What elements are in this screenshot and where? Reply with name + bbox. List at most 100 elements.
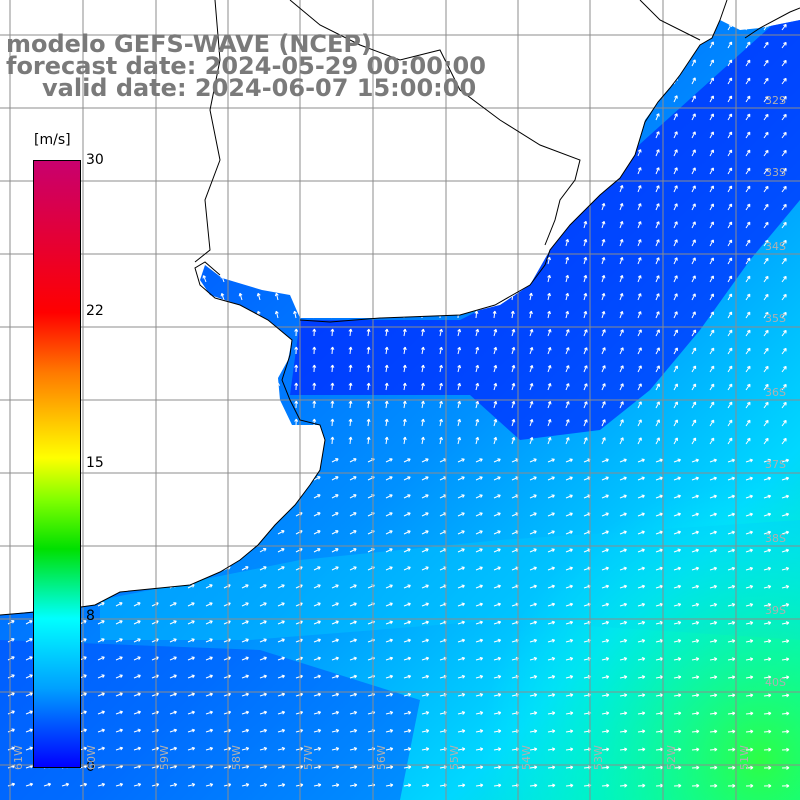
wind-arrow <box>709 711 718 716</box>
wind-arrow <box>187 692 195 697</box>
wind-arrow <box>745 401 751 409</box>
wind-arrow <box>727 657 736 662</box>
wind-arrow <box>727 729 736 734</box>
wind-arrow <box>763 530 772 535</box>
wind-arrow <box>763 167 769 175</box>
wind-arrow <box>475 674 484 679</box>
wind-arrow <box>115 674 123 679</box>
wind-arrow <box>475 436 480 445</box>
wind-arrow <box>529 419 534 427</box>
wind-arrow <box>331 494 339 499</box>
coastline <box>0 0 800 616</box>
wind-arrow <box>475 566 483 571</box>
wind-arrow <box>133 782 142 787</box>
wind-arrow <box>583 419 588 427</box>
wind-arrow <box>601 530 609 535</box>
wind-arrow <box>439 364 443 373</box>
wind-arrow <box>727 77 733 85</box>
wind-arrow <box>97 602 105 607</box>
wind-arrow <box>529 602 537 607</box>
wind-arrow <box>493 620 502 625</box>
wind-arrow <box>601 657 610 661</box>
wind-arrow <box>655 584 664 589</box>
wind-arrow <box>313 747 322 751</box>
wind-arrow <box>745 77 751 85</box>
wind-arrow <box>421 512 429 517</box>
lat-label: 32S <box>765 94 786 107</box>
wind-arrow <box>475 494 483 499</box>
wind-arrow <box>294 400 299 409</box>
wind-arrow <box>474 310 479 319</box>
wind-arrow <box>727 458 735 463</box>
wind-arrow <box>745 41 751 49</box>
wind-arrow <box>691 476 699 481</box>
wind-arrow <box>673 293 678 301</box>
wind-arrow <box>583 365 588 373</box>
wind-arrow <box>745 221 751 229</box>
wind-arrow <box>403 530 411 535</box>
wind-arrow <box>781 401 787 409</box>
wind-arrow <box>493 783 502 788</box>
wind-arrow <box>655 167 660 175</box>
wind-arrow <box>277 620 285 625</box>
wind-arrow <box>259 566 267 571</box>
wind-arrow <box>421 765 430 770</box>
wind-arrow <box>97 746 105 751</box>
wind-arrow <box>169 620 177 625</box>
wind-arrow <box>169 746 178 751</box>
wind-arrow <box>781 329 787 337</box>
wind-arrow <box>601 602 610 607</box>
wind-arrow <box>673 584 682 589</box>
wind-arrow <box>421 674 430 679</box>
wind-arrow <box>277 710 286 715</box>
wind-arrow <box>547 419 552 427</box>
wind-arrow <box>673 765 682 770</box>
wind-arrow <box>493 512 501 517</box>
lon-label: 61W <box>12 745 25 770</box>
wind-arrow <box>547 256 551 265</box>
wind-arrow <box>25 782 34 787</box>
wind-arrow <box>97 692 105 697</box>
wind-arrow <box>241 656 249 661</box>
wind-arrow <box>547 401 552 409</box>
wind-arrow <box>763 239 769 247</box>
wind-arrow <box>493 382 498 391</box>
wind-arrow <box>475 729 484 733</box>
wind-arrow <box>421 328 425 337</box>
wind-arrow <box>547 512 555 517</box>
wind-arrow <box>727 95 733 103</box>
wind-arrow <box>385 566 393 571</box>
wind-arrow <box>205 602 213 607</box>
wind-arrow <box>294 364 299 373</box>
model-title: modelo GEFS-WAVE (NCEP) <box>6 30 372 58</box>
wind-arrow <box>403 656 412 661</box>
wind-arrow <box>7 782 16 787</box>
wind-arrow <box>673 548 681 553</box>
wind-arrow <box>601 584 610 589</box>
wind-arrow <box>781 185 787 193</box>
wind-arrow <box>547 530 555 535</box>
wind-arrow <box>493 693 502 697</box>
wind-arrow <box>259 548 267 553</box>
wind-arrow <box>331 710 340 715</box>
wind-arrow <box>655 275 660 283</box>
valid-date: valid date: 2024-06-07 15:00:00 <box>42 74 477 102</box>
wind-arrow <box>439 418 443 427</box>
wind-arrow <box>601 401 606 409</box>
wind-arrow <box>601 329 606 337</box>
wind-arrow <box>745 621 754 625</box>
wind-arrow <box>709 494 717 499</box>
wind-arrow <box>133 638 141 643</box>
wind-arrow <box>781 59 787 67</box>
wind-arrow <box>637 149 642 157</box>
wind-arrow <box>348 328 353 337</box>
wind-arrow <box>421 548 429 553</box>
wind-arrow <box>457 620 465 625</box>
wind-arrow <box>745 185 751 193</box>
wind-arrow <box>673 512 681 517</box>
wind-arrow <box>637 639 646 643</box>
wind-arrow <box>402 382 407 391</box>
wind-arrow <box>547 292 551 301</box>
wind-arrow <box>403 548 411 553</box>
wind-arrow <box>421 346 425 355</box>
